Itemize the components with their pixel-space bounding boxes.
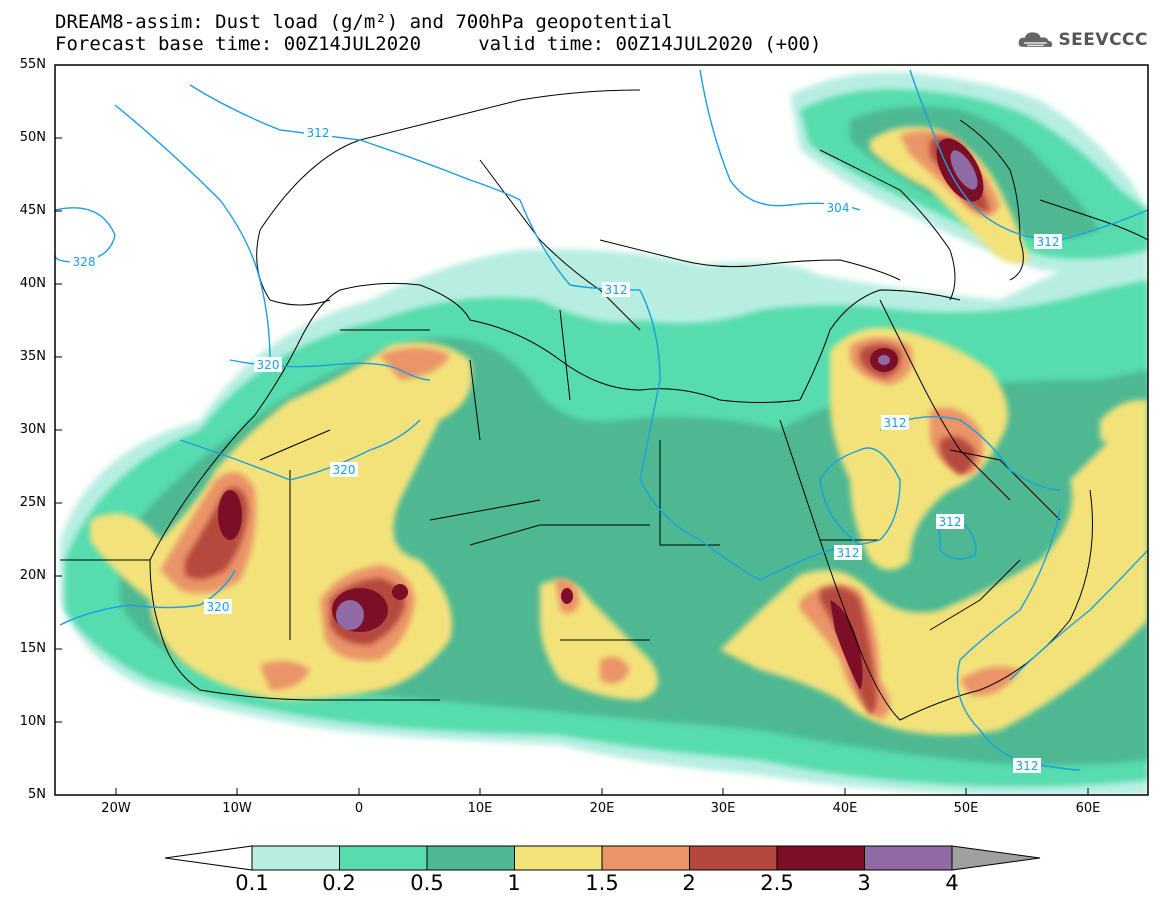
svg-text:312: 312 xyxy=(837,546,860,560)
colorbar-over-arrow xyxy=(951,845,1041,871)
svg-text:312: 312 xyxy=(1016,759,1039,773)
contour-label: 312 xyxy=(602,282,630,297)
svg-text:320: 320 xyxy=(207,600,230,614)
seevccc-logo: SEEVCCC xyxy=(1018,26,1148,54)
contour-label: 328 xyxy=(70,254,98,269)
lon-label: 10W xyxy=(222,801,252,816)
lon-label: 30E xyxy=(710,801,736,816)
contour-label: 312 xyxy=(936,514,964,529)
map-subtitle: Forecast base time: 00Z14JUL2020 valid t… xyxy=(55,33,822,55)
colorbar-tick-label: 3 xyxy=(857,871,871,895)
colorbar-swatch xyxy=(689,845,778,871)
colorbar xyxy=(164,845,1041,871)
contour-label: 312 xyxy=(1013,758,1041,773)
lat-label: 50N xyxy=(19,130,46,145)
cloud-icon xyxy=(1018,32,1053,48)
contour-label: 312 xyxy=(881,415,909,430)
colorbar-swatch xyxy=(339,845,428,871)
dust-field xyxy=(55,65,1148,795)
lon-label: 20E xyxy=(589,801,615,816)
contour-label: 312 xyxy=(834,545,862,560)
colorbar-tick-label: 0.2 xyxy=(322,871,356,895)
colorbar-tick-label: 0.5 xyxy=(410,871,444,895)
contour-label: 320 xyxy=(330,462,358,477)
svg-text:304: 304 xyxy=(827,201,850,215)
contour-labels: 312 304 312 328 320 320 320 312 312 312 … xyxy=(70,125,1062,773)
lat-label: 25N xyxy=(19,495,46,510)
lon-label: 20W xyxy=(101,801,131,816)
svg-text:320: 320 xyxy=(333,463,356,477)
lat-label: 5N xyxy=(28,787,46,802)
lat-label: 30N xyxy=(19,422,46,437)
lat-label: 10N xyxy=(19,714,46,729)
svg-text:312: 312 xyxy=(884,416,907,430)
colorbar-swatch xyxy=(864,845,953,871)
lat-label: 40N xyxy=(19,276,46,291)
lon-label: 0 xyxy=(354,801,364,816)
colorbar-tick-label: 4 xyxy=(945,871,959,895)
contour-label: 312 xyxy=(1034,234,1062,249)
colorbar-swatch xyxy=(251,845,340,871)
contour-label: 320 xyxy=(254,357,282,372)
svg-text:312: 312 xyxy=(1037,235,1060,249)
colorbar-tick-label: 0.1 xyxy=(235,871,269,895)
lon-label: 50E xyxy=(953,801,979,816)
lat-label: 15N xyxy=(19,641,46,656)
lat-label: 20N xyxy=(19,568,46,583)
svg-text:320: 320 xyxy=(257,358,280,372)
colorbar-swatch xyxy=(776,845,865,871)
lon-label: 60E xyxy=(1075,801,1101,816)
contour-label: 312 xyxy=(304,125,332,140)
lat-label: 35N xyxy=(19,349,46,364)
lat-label: 55N xyxy=(19,57,46,72)
colorbar-tick-label: 2.5 xyxy=(760,871,794,895)
lon-label: 10E xyxy=(467,801,493,816)
colorbar-tick-label: 1 xyxy=(507,871,521,895)
colorbar-tick-label: 1.5 xyxy=(585,871,619,895)
logo-text: SEEVCCC xyxy=(1058,30,1148,50)
svg-text:312: 312 xyxy=(307,126,330,140)
lat-label: 45N xyxy=(19,203,46,218)
svg-text:312: 312 xyxy=(605,283,628,297)
contour-label: 320 xyxy=(204,599,232,614)
coastlines xyxy=(60,89,1148,721)
svg-text:312: 312 xyxy=(939,515,962,529)
colorbar-swatch xyxy=(426,845,515,871)
colorbar-under-arrow xyxy=(164,845,253,871)
svg-text:328: 328 xyxy=(73,255,96,269)
lon-label: 40E xyxy=(832,801,858,816)
colorbar-swatch xyxy=(514,845,603,871)
colorbar-tick-label: 2 xyxy=(682,871,696,895)
contour-label: 304 xyxy=(824,200,852,215)
colorbar-swatch xyxy=(601,845,690,871)
axis-ticks xyxy=(55,64,1089,795)
map-title: DREAM8-assim: Dust load (g/m²) and 700hP… xyxy=(55,11,673,33)
